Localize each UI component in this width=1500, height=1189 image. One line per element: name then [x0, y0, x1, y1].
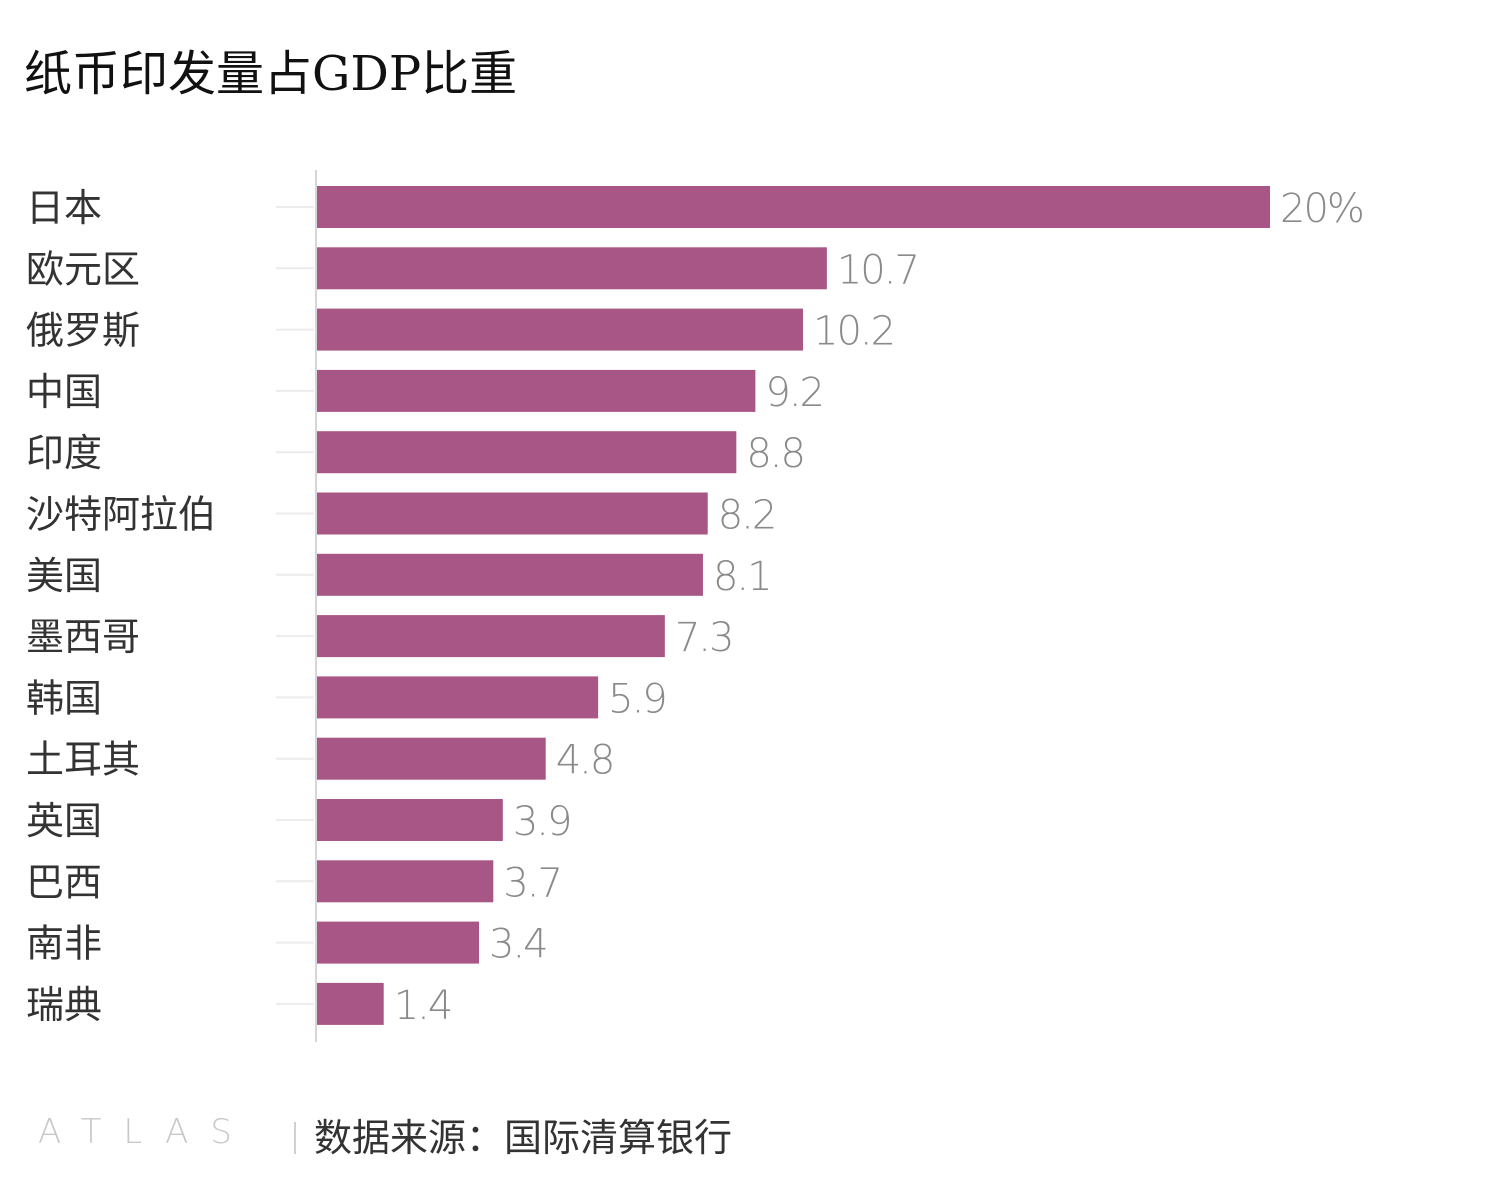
category-label: 美国 — [26, 554, 102, 598]
category-label: 沙特阿拉伯 — [26, 493, 216, 537]
value-label: 5.9 — [608, 676, 666, 722]
category-label: 中国 — [26, 370, 102, 414]
bar — [317, 308, 804, 351]
value-label: 10.2 — [813, 309, 894, 355]
category-label: 南非 — [26, 922, 102, 966]
bar — [317, 247, 827, 290]
value-label: 9.2 — [765, 370, 823, 416]
chart-title: 纸币印发量占GDP比重 — [24, 46, 518, 102]
footer-divider — [294, 1122, 296, 1154]
value-label: 1.4 — [394, 983, 452, 1029]
bar — [317, 186, 1270, 228]
bar — [317, 492, 708, 535]
value-label: 3.4 — [489, 922, 547, 968]
bar — [317, 615, 665, 658]
bar-chart: 日本 20% 欧元区 10.7 俄罗斯 10.2 中国 9.2 印度 8.8 沙特阿拉伯 8.2 美国 8… — [26, 170, 1365, 1042]
bar — [317, 676, 599, 719]
category-label: 俄罗斯 — [26, 309, 140, 353]
value-label: 4.8 — [556, 738, 614, 784]
bar — [317, 860, 494, 903]
bar — [317, 982, 384, 1025]
category-label: 土耳其 — [26, 738, 140, 782]
value-label: 8.2 — [718, 493, 776, 539]
value-label: 8.1 — [713, 554, 771, 600]
value-label: 8.8 — [746, 431, 804, 477]
bar — [317, 921, 480, 964]
bar — [317, 737, 546, 780]
value-label: 20% — [1280, 186, 1363, 232]
value-label: 7.3 — [675, 615, 733, 661]
data-source-note: 数据来源：国际清算银行 — [314, 1116, 733, 1160]
category-label: 英国 — [26, 799, 102, 843]
category-label: 瑞典 — [26, 983, 102, 1027]
bar — [317, 799, 503, 841]
atlas-logo: ATLAS — [38, 1112, 254, 1152]
category-label: 墨西哥 — [26, 615, 140, 659]
bar — [317, 369, 756, 412]
value-label: 3.9 — [513, 799, 571, 845]
category-label: 欧元区 — [26, 247, 140, 291]
value-label: 3.7 — [503, 860, 561, 906]
value-label: 10.7 — [837, 247, 918, 293]
category-label: 印度 — [26, 431, 102, 475]
bar — [317, 553, 703, 596]
category-label: 日本 — [26, 186, 102, 230]
bar — [317, 431, 737, 474]
category-label: 韩国 — [26, 676, 102, 720]
category-label: 巴西 — [26, 860, 102, 904]
